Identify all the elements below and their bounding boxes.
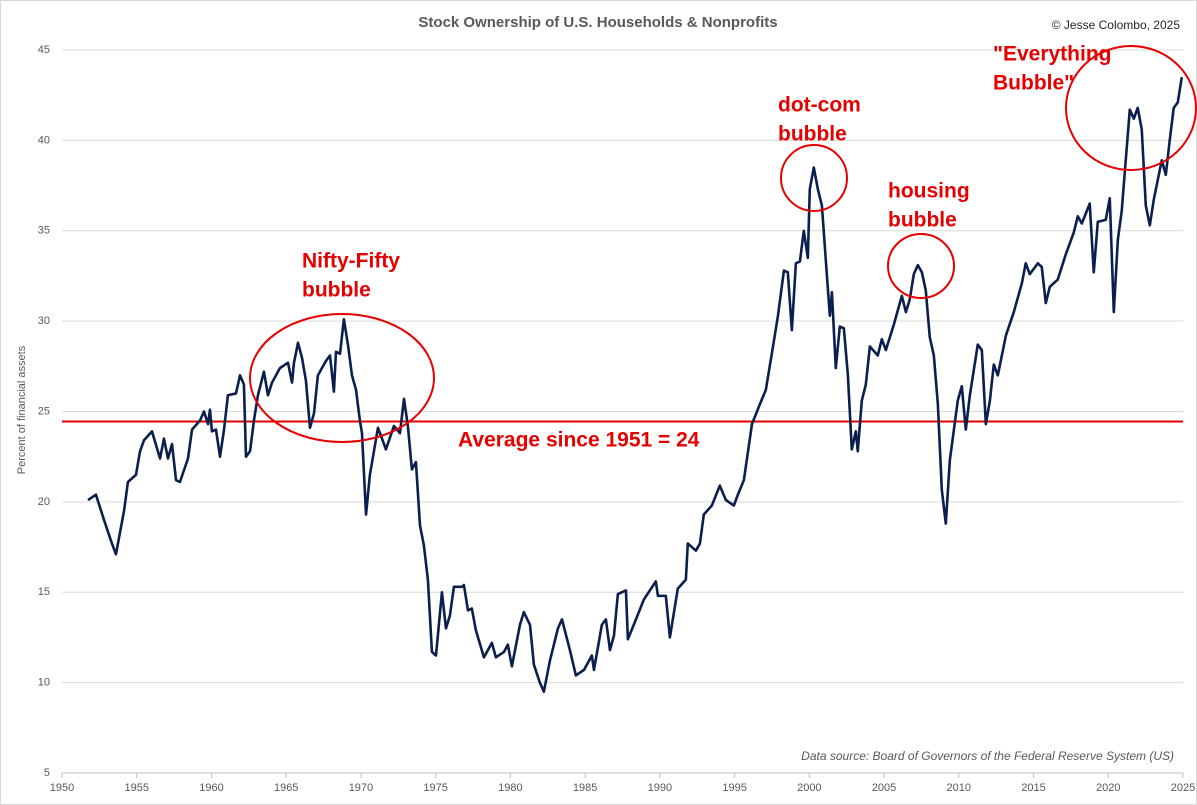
y-tick-label: 35 [38, 225, 50, 237]
annotation: dot-com [778, 94, 861, 117]
y-tick-label: 10 [38, 677, 50, 689]
data-line [87, 76, 1184, 693]
x-tick-label: 2010 [947, 782, 971, 794]
x-tick-label: 2005 [872, 782, 896, 794]
bubble-circle [1065, 45, 1197, 171]
y-tick-label: 15 [38, 586, 50, 598]
bubble-circle [249, 313, 435, 443]
y-axis-label: Percent of financial assets [16, 345, 28, 474]
copyright: © Jesse Colombo, 2025 [1052, 18, 1181, 32]
annotation: housing [888, 180, 970, 203]
x-tick-label: 2020 [1096, 782, 1120, 794]
y-tick-label: 5 [44, 767, 50, 779]
bubble-circle [887, 233, 955, 299]
x-tick-label: 1990 [648, 782, 672, 794]
y-tick-label: 45 [38, 44, 50, 56]
annotation: Nifty-Fifty [302, 250, 400, 273]
y-tick-label: 30 [38, 315, 50, 327]
annotation: bubble [778, 123, 847, 146]
x-tick-label: 1970 [349, 782, 373, 794]
y-tick-label: 20 [38, 496, 50, 508]
x-tick-label: 2025 [1171, 782, 1195, 794]
source-note: Data source: Board of Governors of the F… [801, 749, 1174, 763]
annotation: Bubble" [993, 72, 1074, 95]
y-tick-label: 25 [38, 405, 50, 417]
y-tick-label: 40 [38, 134, 50, 146]
x-tick-label: 1980 [498, 782, 522, 794]
chart-title: Stock Ownership of U.S. Households & Non… [418, 14, 777, 31]
x-tick-label: 1950 [50, 782, 74, 794]
x-tick-label: 1960 [199, 782, 223, 794]
average-label: Average since 1951 = 24 [458, 429, 700, 452]
x-tick-label: 2000 [797, 782, 821, 794]
x-tick-label: 1995 [722, 782, 746, 794]
x-tick-label: 2015 [1021, 782, 1045, 794]
annotation: bubble [302, 279, 371, 302]
x-tick-label: 1985 [573, 782, 597, 794]
bubble-circle [780, 144, 848, 212]
x-tick-label: 1955 [124, 782, 148, 794]
x-tick-label: 1965 [274, 782, 298, 794]
x-tick-label: 1975 [423, 782, 447, 794]
annotation: bubble [888, 209, 957, 232]
annotation: "Everything [993, 43, 1111, 66]
bubble-circles [249, 45, 1197, 443]
